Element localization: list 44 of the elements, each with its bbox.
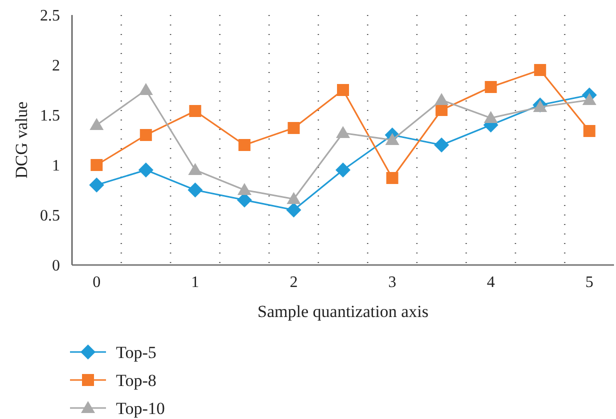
point	[286, 192, 301, 204]
point	[337, 84, 349, 96]
y-tick-label: 2.5	[40, 8, 60, 25]
point	[89, 178, 104, 192]
point	[286, 202, 302, 218]
legend-label: Top-8	[116, 370, 156, 390]
point	[288, 122, 300, 134]
legend-label: Top-10	[116, 398, 165, 418]
point	[138, 83, 153, 95]
x-axis-title: Sample quantization axis	[258, 302, 428, 321]
point	[434, 93, 449, 105]
point	[582, 93, 596, 105]
x-tick-label: 3	[388, 274, 396, 291]
point	[336, 162, 350, 178]
point	[484, 81, 497, 93]
point	[188, 182, 203, 198]
point	[583, 125, 596, 137]
y-tick-label: 1.5	[40, 108, 60, 125]
point	[386, 172, 398, 184]
y-tick-label: 0.5	[40, 208, 60, 225]
point	[90, 118, 104, 130]
point	[238, 139, 250, 151]
point	[436, 104, 448, 116]
point	[434, 138, 450, 152]
y-tick-label: 1	[52, 158, 60, 175]
point	[188, 163, 202, 175]
point	[385, 133, 400, 145]
y-axis-title: DCG value	[12, 102, 31, 178]
y-tick-label: 2	[52, 58, 60, 75]
y-tick-label: 0	[52, 258, 60, 275]
x-tick-label: 4	[486, 274, 495, 291]
legend-label: Top-5	[116, 342, 156, 362]
point	[189, 105, 202, 117]
point	[237, 183, 252, 195]
x-tick-label: 5	[585, 274, 594, 291]
x-tick-label: 2	[290, 274, 298, 291]
point	[484, 111, 498, 123]
point	[534, 64, 546, 76]
point	[336, 126, 350, 138]
point	[138, 162, 154, 178]
x-tick-label: 0	[92, 274, 101, 291]
point	[90, 159, 103, 171]
point	[140, 129, 152, 141]
x-tick-label: 1	[191, 274, 200, 291]
